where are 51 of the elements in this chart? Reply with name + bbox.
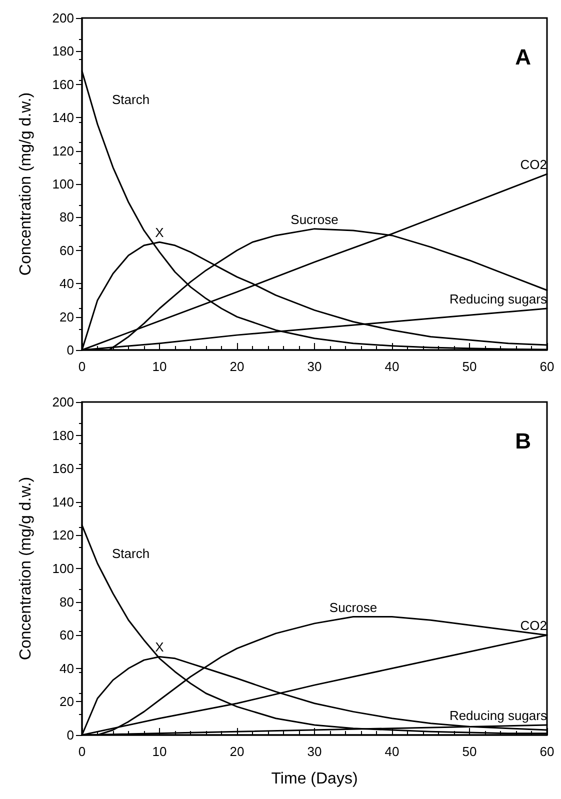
- y-tick-label: 0: [66, 728, 74, 742]
- x-tick-label: 40: [384, 359, 400, 374]
- x-tick-label: 20: [230, 359, 244, 374]
- series-label: Starch: [112, 546, 150, 562]
- y-tick-label: 20: [60, 309, 74, 324]
- x-tick-label: 50: [462, 359, 477, 374]
- x-tick-label: 10: [152, 359, 167, 374]
- series-label: Reducing sugars: [449, 292, 548, 306]
- y-tick-label: 180: [52, 428, 74, 443]
- y-axis-title: Concentration (mg/g d.w.): [18, 92, 34, 276]
- y-tick-label: 200: [52, 394, 74, 410]
- y-tick-label: 60: [60, 242, 74, 258]
- y-tick-label: 180: [52, 44, 74, 59]
- x-tick-label: 50: [462, 744, 477, 759]
- y-tick-label: 60: [60, 628, 74, 643]
- y-tick-label: 140: [52, 110, 74, 126]
- series-label: CO2: [520, 618, 547, 634]
- y-tick-label: 100: [52, 176, 74, 192]
- annotation: B: [515, 428, 532, 454]
- y-tick-label: 0: [66, 342, 74, 358]
- y-axis-title: Concentration (mg/g d.w.): [18, 476, 34, 660]
- series-label: Starch: [112, 92, 150, 108]
- y-tick-label: 20: [60, 694, 74, 710]
- series-label: X: [155, 225, 164, 240]
- x-tick-label: 60: [540, 359, 554, 374]
- x-tick-label: 10: [152, 744, 167, 759]
- y-tick-label: 80: [60, 594, 74, 610]
- y-tick-label: 120: [52, 143, 74, 158]
- y-tick-label: 200: [52, 10, 74, 26]
- y-tick-label: 160: [52, 76, 74, 92]
- y-tick-label: 100: [52, 561, 74, 576]
- series-label: X: [155, 640, 164, 655]
- y-tick-label: 40: [60, 276, 74, 292]
- x-tick-label: 0: [78, 744, 86, 759]
- y-tick-label: 80: [60, 210, 74, 225]
- x-tick-label: 0: [78, 359, 86, 374]
- x-tick-label: 40: [384, 744, 400, 759]
- series-label: Reducing sugars: [449, 708, 548, 724]
- x-tick-label: 20: [230, 744, 244, 759]
- x-axis-title: Time (Days): [271, 770, 358, 788]
- annotation: A: [515, 44, 532, 70]
- x-tick-label: 30: [307, 359, 322, 374]
- y-tick-label: 40: [60, 660, 74, 676]
- x-tick-label: 30: [307, 744, 322, 759]
- series-label: CO2: [520, 157, 547, 172]
- series-label: Sucrose: [329, 600, 378, 615]
- x-tick-label: 60: [540, 744, 554, 759]
- y-tick-label: 160: [52, 461, 74, 476]
- y-tick-label: 140: [52, 494, 74, 510]
- y-tick-label: 120: [52, 528, 74, 543]
- series-label: Sucrose: [290, 212, 338, 227]
